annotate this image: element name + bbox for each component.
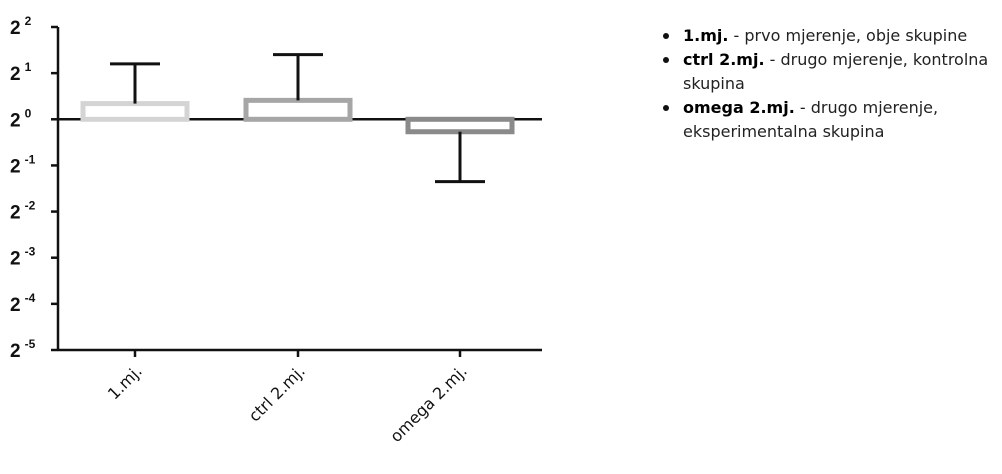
legend-description: - prvo mjerenje, obje skupine — [728, 26, 968, 45]
bar-2 — [243, 97, 353, 122]
y-tick-label: 2 -1 — [10, 152, 36, 177]
legend-item-ctrl-2mj: ctrl 2.mj. - drugo mjerenje, kontrolna s… — [655, 48, 995, 96]
y-tick-label: 2 -4 — [10, 291, 36, 316]
bar-chart: 2 2 2 1 2 0 2 -1 2 -2 2 -3 2 -4 2 -5 1.mj. ctrl 2.mj. omeg… — [10, 14, 542, 446]
x-tick-label: omega 2.mj. — [386, 361, 471, 446]
y-tick-label: 2 -3 — [10, 245, 36, 270]
bar-3 — [405, 116, 515, 135]
legend-term: omega 2.mj. — [683, 98, 795, 117]
x-tick-label: ctrl 2.mj. — [245, 361, 309, 425]
x-tick-label: 1.mj. — [104, 361, 146, 403]
y-tick-label: 2 -2 — [10, 199, 36, 224]
legend-list: 1.mj. - prvo mjerenje, obje skupine ctrl… — [655, 24, 995, 144]
legend-item-omega-2mj: omega 2.mj. - drugo mjerenje, eksperimen… — [655, 96, 995, 144]
bullet-icon — [663, 105, 669, 111]
legend-description: - drugo mjerenje, eksperimentalna skupin… — [683, 98, 939, 141]
legend-term: ctrl 2.mj. — [683, 50, 765, 69]
bullet-icon — [663, 57, 669, 63]
legend-term: 1.mj. — [683, 26, 729, 45]
legend-item-1mj: 1.mj. - prvo mjerenje, obje skupine — [655, 24, 995, 48]
legend-description: - drugo mjerenje, kontrolna skupina — [683, 50, 989, 93]
bullet-icon — [663, 33, 669, 39]
y-tick-label: 2 -5 — [10, 337, 36, 362]
bar-1 — [80, 101, 190, 122]
